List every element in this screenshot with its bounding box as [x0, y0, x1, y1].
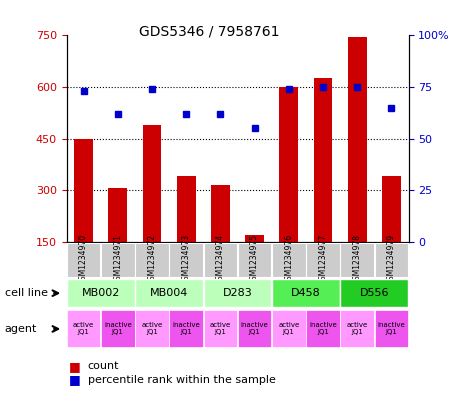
Bar: [67, 279, 134, 307]
Text: GSM1234977: GSM1234977: [319, 234, 327, 285]
Text: GSM1234978: GSM1234978: [353, 234, 361, 285]
Bar: [108, 188, 127, 242]
Bar: [341, 243, 374, 277]
Bar: [204, 310, 237, 347]
Text: active
JQ1: active JQ1: [278, 322, 299, 335]
Text: D556: D556: [360, 288, 389, 298]
Bar: [238, 310, 271, 347]
Bar: [170, 310, 203, 347]
Text: inactive
JQ1: inactive JQ1: [378, 322, 405, 335]
Bar: [67, 243, 100, 277]
Text: active
JQ1: active JQ1: [347, 322, 368, 335]
Bar: [272, 310, 305, 347]
Bar: [272, 243, 305, 277]
Bar: [142, 125, 162, 242]
Text: GSM1234973: GSM1234973: [182, 234, 190, 285]
Bar: [170, 243, 203, 277]
Bar: [177, 176, 196, 242]
Text: MB002: MB002: [82, 288, 120, 298]
Bar: [306, 243, 340, 277]
Bar: [135, 279, 203, 307]
Bar: [204, 279, 271, 307]
Bar: [204, 243, 237, 277]
Bar: [348, 37, 367, 242]
Bar: [382, 176, 401, 242]
Text: count: count: [88, 361, 119, 371]
Bar: [375, 310, 408, 347]
Text: GSM1234974: GSM1234974: [216, 234, 225, 285]
Text: GSM1234975: GSM1234975: [250, 234, 259, 285]
Text: ■: ■: [69, 360, 81, 373]
Text: GSM1234971: GSM1234971: [114, 234, 122, 285]
Text: ■: ■: [69, 373, 81, 387]
Bar: [341, 310, 374, 347]
Text: active
JQ1: active JQ1: [142, 322, 162, 335]
Text: active
JQ1: active JQ1: [210, 322, 231, 335]
Text: percentile rank within the sample: percentile rank within the sample: [88, 375, 276, 385]
Bar: [272, 279, 340, 307]
Bar: [245, 235, 264, 242]
Bar: [375, 243, 408, 277]
Bar: [135, 243, 169, 277]
Bar: [238, 243, 271, 277]
Text: GSM1234976: GSM1234976: [285, 234, 293, 285]
Text: GSM1234979: GSM1234979: [387, 234, 396, 285]
Bar: [314, 78, 332, 242]
Text: inactive
JQ1: inactive JQ1: [172, 322, 200, 335]
Text: inactive
JQ1: inactive JQ1: [309, 322, 337, 335]
Text: GSM1234972: GSM1234972: [148, 234, 156, 285]
Bar: [67, 310, 100, 347]
Bar: [101, 310, 134, 347]
Text: MB004: MB004: [150, 288, 188, 298]
Bar: [279, 87, 298, 242]
Text: agent: agent: [5, 324, 37, 334]
Bar: [135, 310, 169, 347]
Text: cell line: cell line: [5, 288, 48, 298]
Text: inactive
JQ1: inactive JQ1: [104, 322, 132, 335]
Text: inactive
JQ1: inactive JQ1: [241, 322, 268, 335]
Text: D458: D458: [291, 288, 321, 298]
Bar: [306, 310, 340, 347]
Bar: [101, 243, 134, 277]
Bar: [74, 138, 93, 242]
Text: GSM1234970: GSM1234970: [79, 234, 88, 285]
Bar: [341, 279, 408, 307]
Text: D283: D283: [223, 288, 252, 298]
Text: GDS5346 / 7958761: GDS5346 / 7958761: [139, 25, 279, 39]
Text: active
JQ1: active JQ1: [73, 322, 94, 335]
Bar: [211, 185, 230, 242]
